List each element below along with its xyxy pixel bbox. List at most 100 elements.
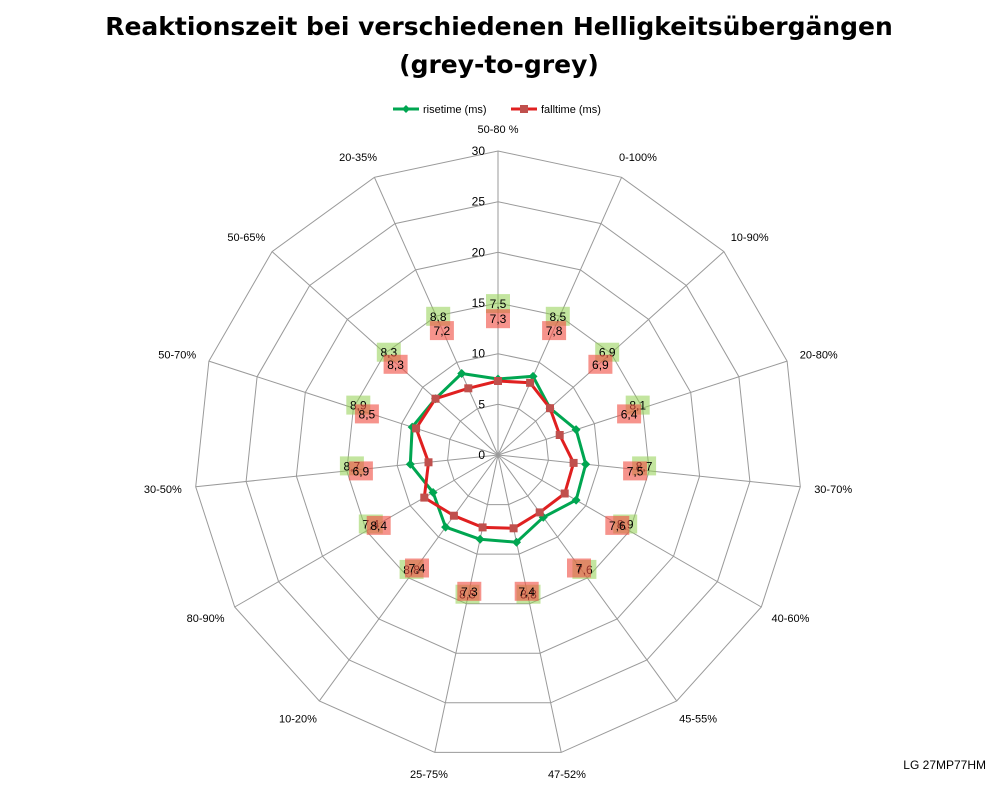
category-label: 47-52% [548, 769, 586, 781]
radar-grid: 0 5 10 15 20 25 30 50-80 % 0-100% 10-90% 20-80% 30-… [144, 124, 852, 781]
category-label: 80-90% [187, 613, 225, 625]
data-label: 7,2 [434, 324, 451, 338]
series-point [555, 431, 564, 439]
data-label-box [383, 354, 408, 374]
series-point [571, 425, 581, 435]
grid-ring [295, 251, 701, 654]
series-point [560, 489, 569, 498]
data-label: 6,9 [592, 358, 609, 372]
data-label: 8,4 [370, 519, 387, 533]
data-label: 7,4 [409, 562, 426, 576]
data-label-box [457, 581, 482, 601]
chart-subtitle: (grey-to-grey) [399, 50, 599, 79]
series-point [526, 378, 535, 387]
legend-marker [520, 105, 528, 113]
data-label: 6,4 [621, 407, 638, 421]
grid-ring [245, 201, 751, 704]
series-point [412, 424, 421, 433]
series-point [569, 458, 578, 467]
series-point [405, 459, 415, 469]
series-point [581, 459, 591, 469]
data-label-box [405, 558, 429, 578]
category-label: 20-35% [339, 152, 377, 164]
series-point [571, 495, 581, 505]
category-label: 30-50% [144, 484, 182, 496]
tick-label: 5 [478, 397, 485, 411]
category-label: 50-65% [227, 232, 265, 244]
category-label: 10-90% [731, 232, 769, 244]
grid-ring [396, 353, 600, 555]
series-point [441, 522, 451, 532]
series-point [420, 493, 429, 502]
data-label: 6,9 [353, 464, 370, 478]
data-labels: 7,58,56,98,18,78,97,68,88,58,87,48,78,98… [339, 294, 657, 604]
grid-ring [447, 403, 549, 506]
data-label: 7,5 [490, 297, 507, 311]
data-label-box [348, 461, 373, 481]
series-point [431, 394, 440, 403]
series-point [546, 404, 554, 413]
data-label-box [567, 558, 591, 578]
data-label-box [605, 515, 630, 535]
grid-ring [346, 302, 650, 605]
category-label: 50-80 % [478, 124, 519, 136]
data-label: 7,5 [627, 464, 644, 478]
data-label: 8,8 [430, 310, 447, 324]
data-label: 8,5 [359, 407, 376, 421]
series-point [494, 377, 502, 385]
series-point [428, 487, 438, 497]
data-label: 7,4 [518, 585, 535, 599]
category-label: 40-60% [772, 613, 810, 625]
data-label-box [588, 354, 613, 374]
data-label: 7 [576, 562, 583, 576]
category-label: 30-70% [814, 484, 852, 496]
data-label-box [429, 321, 454, 341]
data-label: 7,3 [490, 312, 507, 326]
data-label: 7,8 [546, 324, 563, 338]
tick-label: 0 [478, 448, 485, 462]
series-point [475, 534, 485, 544]
chart-title: Reaktionszeit bei verschiedenen Helligke… [0, 8, 998, 84]
legend-marker [402, 105, 410, 113]
series-point [535, 508, 544, 517]
data-label: 8,5 [549, 310, 566, 324]
category-label: 20-80% [800, 349, 838, 361]
legend-label: risetime (ms) [423, 104, 487, 116]
category-label: 25-75% [410, 769, 448, 781]
series-point [478, 523, 487, 532]
data-label-box [486, 309, 510, 329]
data-label-box [617, 404, 642, 424]
series-line [414, 379, 576, 530]
category-label: 50-70% [158, 349, 196, 361]
tick-label: 10 [472, 347, 486, 361]
data-label: 7,3 [461, 585, 478, 599]
category-label: 45-55% [679, 714, 717, 726]
data-label-box [426, 306, 451, 326]
data-label-box [514, 581, 539, 601]
tick-label: 30 [472, 144, 486, 158]
series-point [457, 369, 467, 379]
legend-label: falltime (ms) [541, 104, 601, 116]
category-label: 0-100% [619, 152, 657, 164]
series-point [512, 537, 522, 547]
series-point [509, 524, 518, 533]
data-label-box [366, 515, 391, 535]
data-label-box [545, 306, 570, 326]
chart-title-line: Reaktionszeit bei verschiedenen Helligke… [105, 12, 893, 41]
series-point [528, 371, 538, 381]
series-point [464, 384, 473, 393]
data-label-box [486, 294, 510, 314]
series-line [408, 372, 588, 544]
tick-label: 20 [472, 245, 486, 259]
tick-label: 25 [472, 195, 486, 209]
grid-ring [195, 150, 801, 753]
category-label: 10-20% [279, 714, 317, 726]
series-point [424, 458, 433, 467]
model-watermark: LG 27MP77HM [903, 758, 986, 772]
data-label: 8,3 [387, 358, 404, 372]
data-label-box [623, 461, 648, 481]
data-label-box [542, 321, 567, 341]
data-label: 7,6 [609, 519, 626, 533]
tick-label: 15 [472, 296, 486, 310]
